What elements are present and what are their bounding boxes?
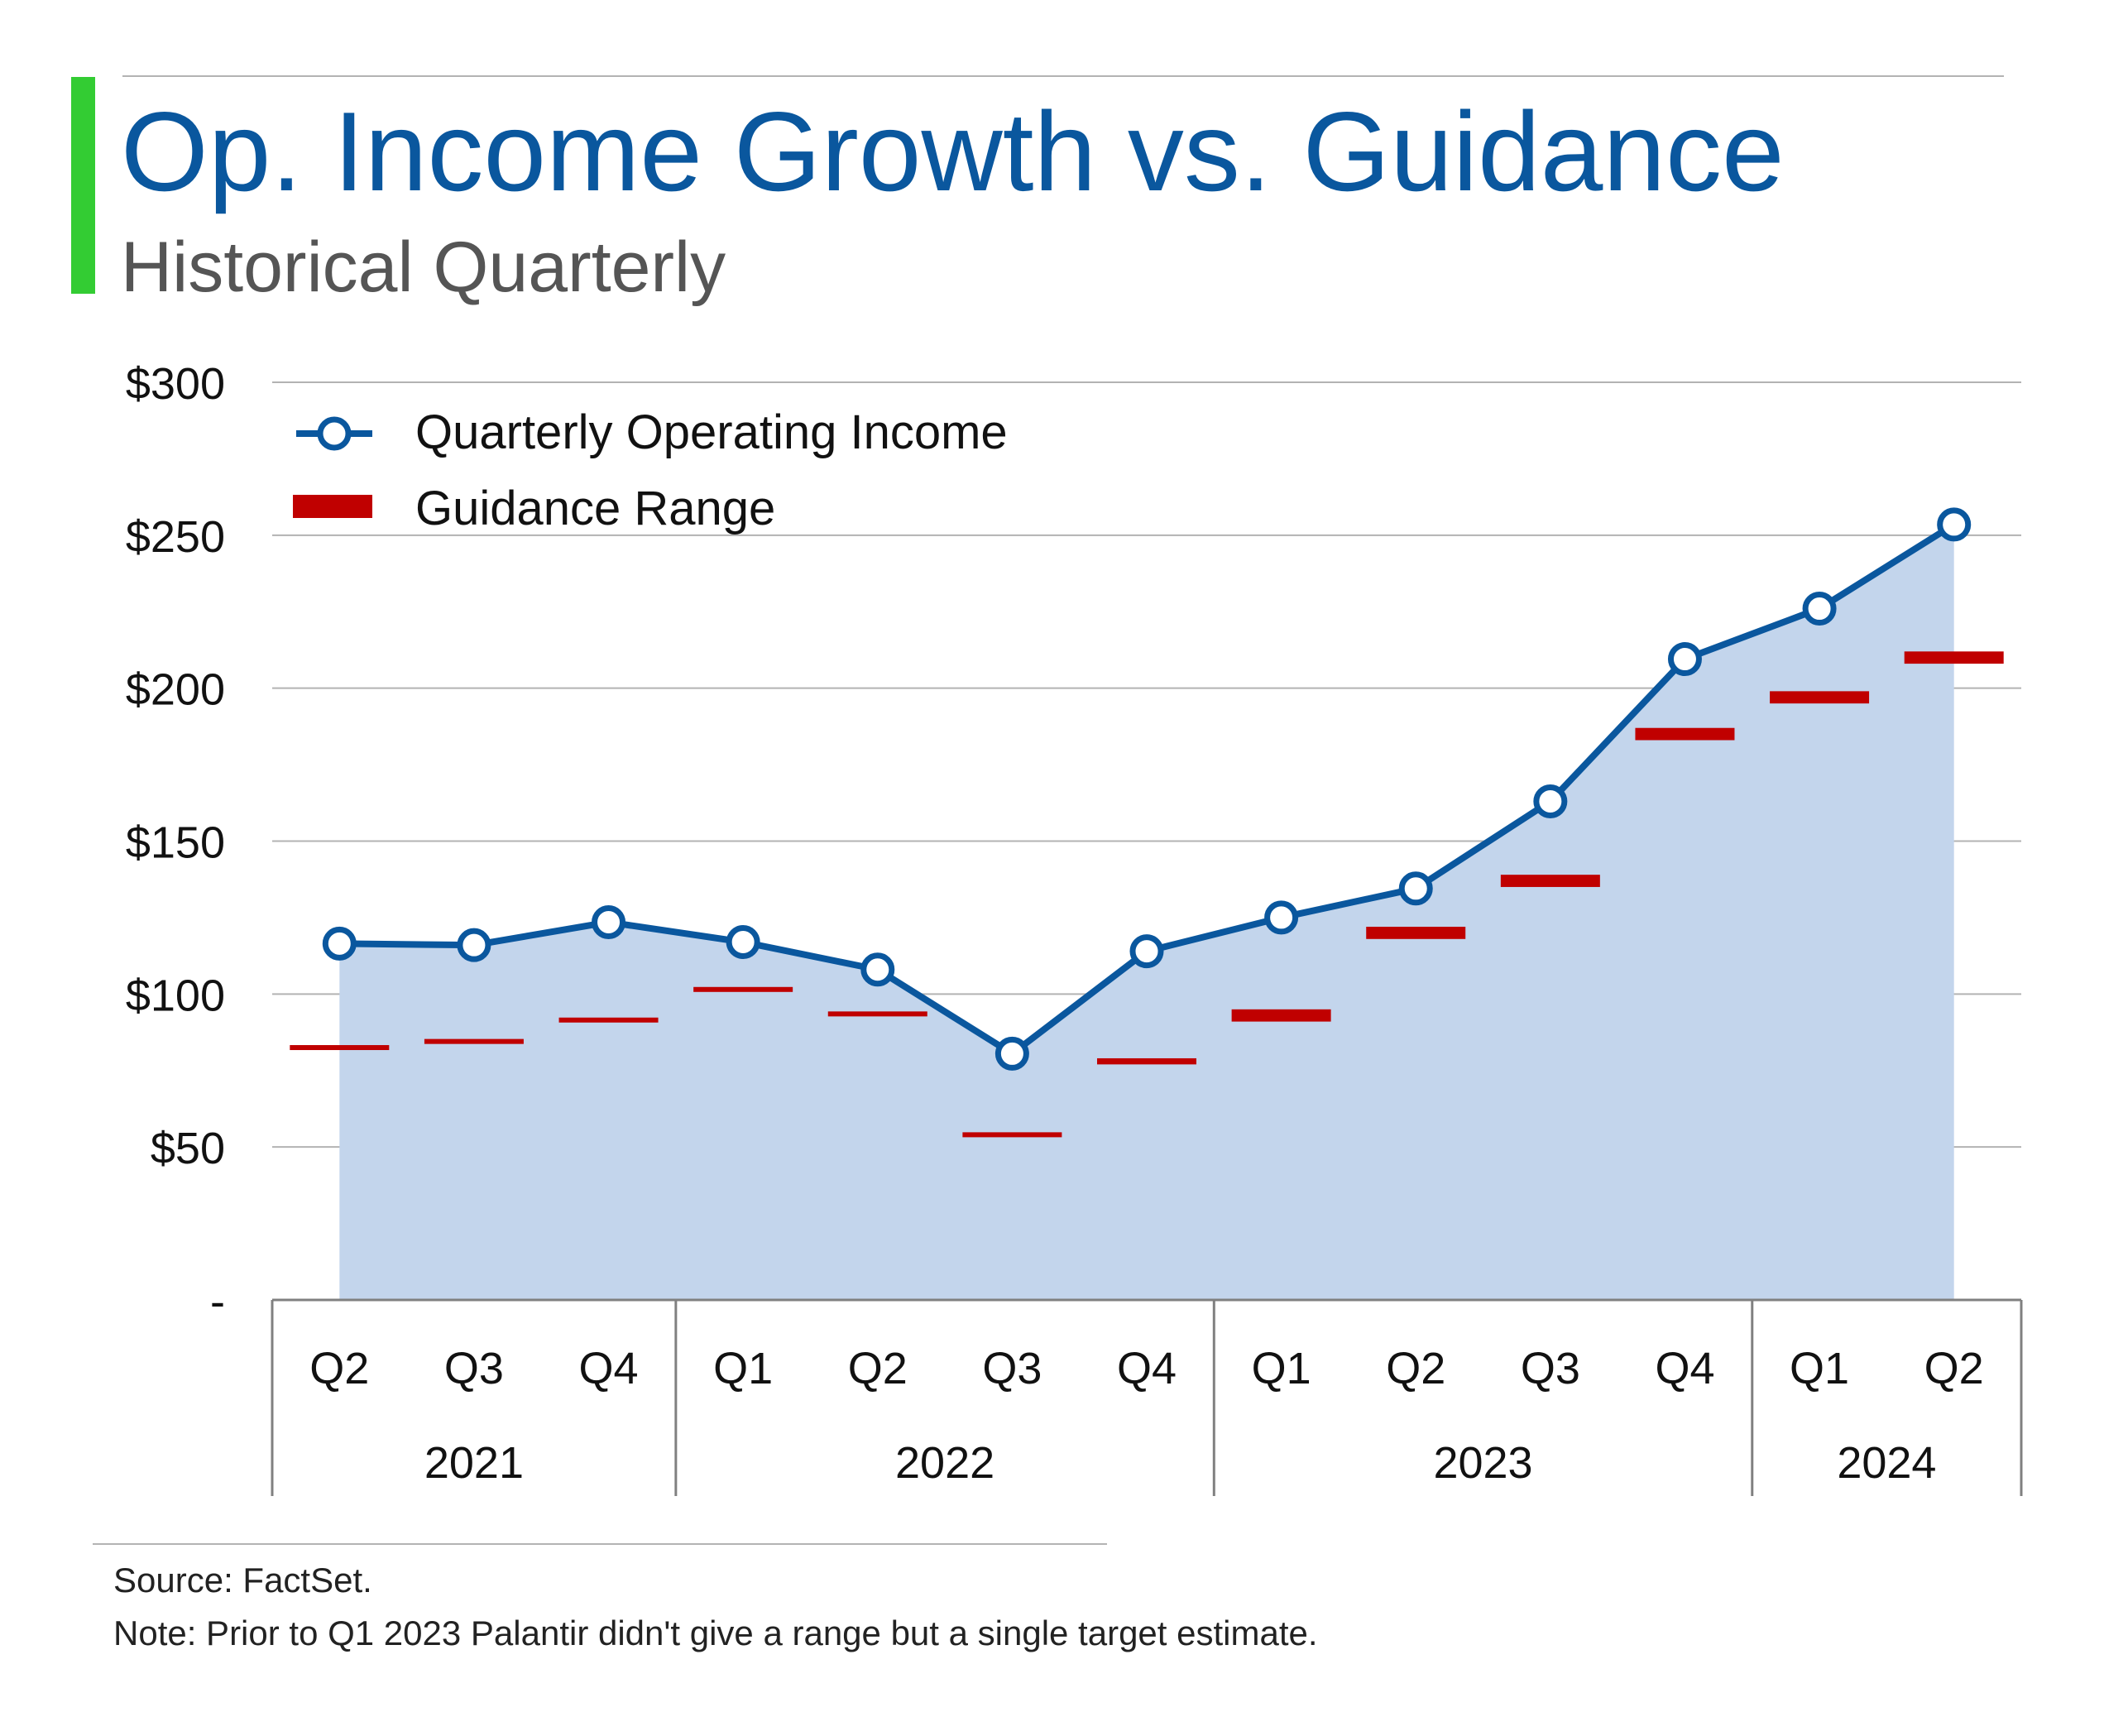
- guidance-mark: [1097, 1057, 1196, 1065]
- chart-title: Op. Income Growth vs. Guidance: [121, 89, 1785, 214]
- guidance-mark: [693, 986, 793, 992]
- y-axis: - $50 $100 $150 $200 $250 $300: [126, 359, 225, 1326]
- y-tick-label: $250: [126, 512, 225, 562]
- footnote: Note: Prior to Q1 2023 Palantir didn't g…: [113, 1614, 1318, 1652]
- x-tick-label: Q4: [1117, 1344, 1177, 1393]
- x-tick-label: Q3: [444, 1344, 504, 1393]
- guidance-mark: [1231, 1009, 1331, 1022]
- income-point: [860, 952, 895, 987]
- x-tick-label: Q3: [982, 1344, 1042, 1393]
- x-tick-label: Q1: [1790, 1344, 1849, 1393]
- guidance-mark: [1635, 727, 1735, 741]
- x-tick-label: Q1: [1252, 1344, 1311, 1393]
- y-tick-label: $100: [126, 971, 225, 1020]
- x-tick-label: Q4: [579, 1344, 639, 1393]
- income-area-fill: [339, 524, 1954, 1300]
- legend: Quarterly Operating Income Guidance Rang…: [293, 405, 1008, 535]
- y-tick-label: $300: [126, 359, 225, 409]
- x-tick-label: Q2: [309, 1344, 369, 1393]
- income-point: [457, 928, 491, 962]
- y-tick-label: $200: [126, 665, 225, 715]
- x-axis: Q2 Q3 Q4 Q1 Q2 Q3 Q4 Q1 Q2 Q3 Q4 Q1 Q2 2021 2022 2023 20…: [271, 1298, 2023, 1496]
- x-tick-label: Q3: [1521, 1344, 1580, 1393]
- income-point: [1533, 784, 1568, 818]
- income-point: [592, 904, 626, 939]
- legend-item-income: Quarterly Operating Income: [296, 405, 1008, 459]
- income-point: [1129, 934, 1164, 969]
- guidance-mark: [558, 1017, 659, 1023]
- income-point: [994, 1036, 1029, 1071]
- red-dash-icon: [293, 495, 372, 518]
- x-tick-label: Q2: [1386, 1344, 1445, 1393]
- x-group-label: 2022: [895, 1438, 994, 1488]
- income-point: [1802, 592, 1837, 626]
- income-area: [339, 524, 1954, 1300]
- guidance-mark: [827, 1011, 927, 1017]
- guidance-series: [290, 651, 2004, 1138]
- legend-label-guidance: Guidance Range: [415, 482, 775, 535]
- legend-label-income: Quarterly Operating Income: [415, 405, 1008, 459]
- guidance-mark: [290, 1045, 390, 1051]
- guidance-mark: [424, 1038, 524, 1044]
- legend-marker-icon: [317, 416, 352, 451]
- guidance-mark: [1770, 691, 1870, 704]
- x-tick-label: Q2: [848, 1344, 908, 1393]
- x-tick-label: Q4: [1655, 1344, 1714, 1393]
- y-tick-label: $50: [151, 1124, 225, 1173]
- y-tick-label: -: [210, 1277, 225, 1326]
- accent-bar: [71, 77, 95, 294]
- guidance-mark: [962, 1132, 1062, 1138]
- guidance-mark: [1366, 927, 1466, 939]
- income-point: [726, 924, 760, 959]
- legend-item-guidance: Guidance Range: [293, 482, 775, 535]
- income-point: [1937, 507, 1972, 542]
- y-tick-label: $150: [126, 818, 225, 868]
- x-tick-label: Q2: [1924, 1344, 1984, 1393]
- income-series: [322, 507, 1972, 1071]
- income-point: [1398, 871, 1433, 906]
- income-point: [1667, 642, 1702, 677]
- guidance-mark: [1500, 875, 1600, 887]
- income-point: [322, 926, 357, 961]
- source-note: Source: FactSet.: [113, 1561, 372, 1599]
- x-group-label: 2021: [424, 1438, 524, 1488]
- x-group-label: 2024: [1837, 1438, 1936, 1488]
- guidance-mark: [1904, 651, 2004, 664]
- chart-subtitle: Historical Quarterly: [121, 228, 726, 307]
- income-point: [1264, 900, 1299, 935]
- x-tick-label: Q1: [713, 1344, 773, 1393]
- x-group-label: 2023: [1433, 1438, 1532, 1488]
